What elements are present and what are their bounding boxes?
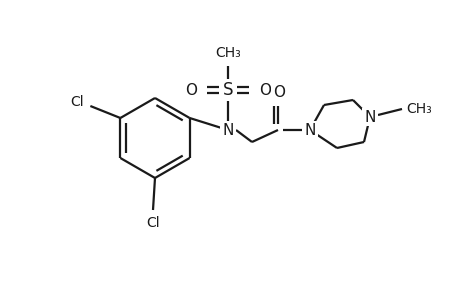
Text: O: O — [258, 82, 270, 98]
Text: O: O — [272, 85, 285, 100]
Text: Cl: Cl — [146, 216, 159, 230]
Text: N: N — [222, 122, 233, 137]
Text: N: N — [364, 110, 375, 124]
Text: CH₃: CH₃ — [405, 102, 431, 116]
Text: S: S — [222, 81, 233, 99]
Text: O: O — [185, 82, 196, 98]
Text: N: N — [304, 122, 315, 137]
Text: CH₃: CH₃ — [215, 46, 241, 60]
Text: Cl: Cl — [70, 95, 84, 109]
